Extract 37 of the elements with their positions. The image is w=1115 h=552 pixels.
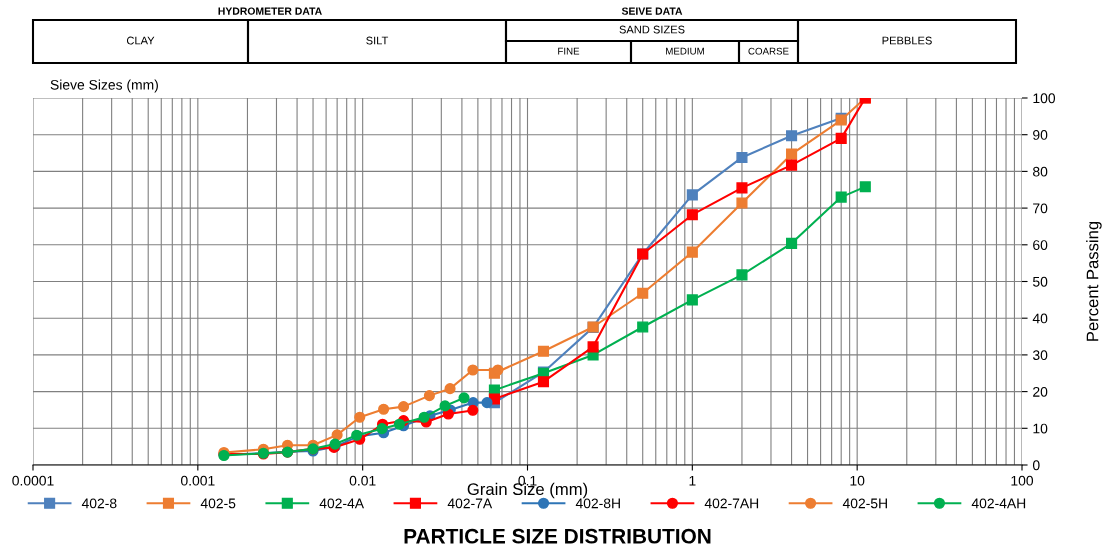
x-tick-label: 100 [1011,475,1034,486]
x-tick-label: 10 [850,475,865,486]
legend-label: 402-5H [842,498,887,509]
legend-label: 402-5 [200,498,236,509]
text: MEDIUM [666,47,704,55]
text: SAND SIZES [619,25,685,34]
text: COARSE [748,47,789,55]
x-tick-label: 1 [689,475,696,486]
x-tick-label: 0.0001 [12,475,54,486]
x-tick-label: 0.001 [181,475,215,486]
text: SEIVE DATA [621,7,683,15]
text: Sieve Sizes (mm) [50,79,158,93]
y-tick-label: 40 [1032,313,1048,324]
y-tick-label: 10 [1033,423,1048,434]
y-tick-label: 90 [1033,130,1048,140]
legend-label: 402-7A [447,498,493,509]
text: CLAY [126,36,155,45]
legend-label: 402-8 [81,498,117,509]
y-axis-title: Percent Passing [1086,221,1102,341]
text: PARTICLE SIZE DISTRIBUTION [404,528,711,544]
legend-label: 402-4AH [971,498,1026,509]
text: PEBBLES [882,36,932,45]
x-tick-label: 0.01 [349,475,376,486]
y-tick-label: 20 [1033,386,1048,397]
legend-label: 402-4A [319,498,365,509]
y-tick-label: 100 [1033,93,1056,104]
y-tick-label: 0 [1032,460,1040,471]
text: SILT [366,36,389,45]
y-tick-label: 50 [1032,276,1048,287]
y-tick-label: 30 [1032,350,1048,361]
y-tick-label: 80 [1033,166,1048,177]
text: HYDROMETER DATA [218,7,322,15]
legend-label: 402-7AH [704,498,759,509]
y-tick-label: 60 [1033,240,1048,250]
y-tick-label: 70 [1033,203,1048,214]
legend-label: 402-8H [575,498,620,509]
text: FINE [558,47,580,55]
